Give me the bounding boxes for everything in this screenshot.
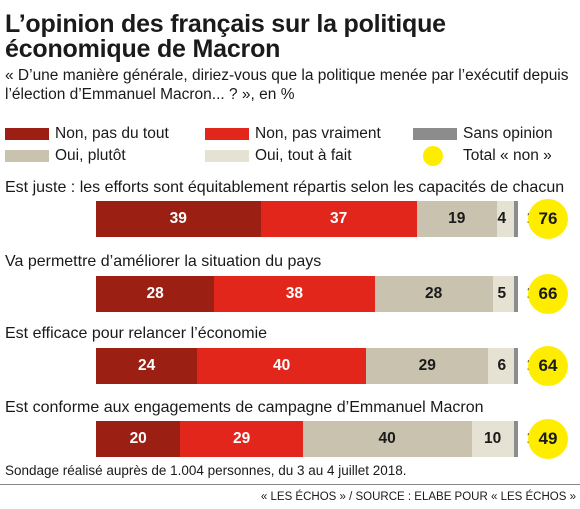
total-non-badge: 49 (528, 419, 568, 459)
legend: Non, pas du tout Non, pas vraiment Sans … (5, 124, 580, 166)
bar-segment (513, 421, 518, 457)
question-label-1: Est juste : les efforts sont équitableme… (5, 179, 565, 196)
bar-value-label: 20 (129, 430, 147, 447)
bar-segment (513, 201, 518, 237)
legend-label: Total « non » (463, 147, 552, 164)
total-non-badge: 76 (528, 199, 568, 239)
bar-segment: 37 (260, 201, 417, 237)
bar-row-4: 20294010149 (96, 419, 580, 459)
bar-value-label: 29 (418, 357, 436, 374)
legend-label: Non, pas vraiment (255, 125, 381, 142)
total-non-badge: 64 (528, 346, 568, 386)
bar-segment (492, 276, 514, 312)
total-non-badge: 66 (528, 274, 568, 314)
bar-value-label: 38 (285, 285, 303, 302)
bar-segment (496, 201, 514, 237)
bar-segment (513, 348, 518, 384)
bar-segment: 40 (302, 421, 472, 457)
bar-value-label: 4 (497, 210, 507, 227)
bar-value-label: 6 (497, 357, 507, 374)
bar-segment: 29 (366, 348, 489, 384)
bar-segment (513, 276, 518, 312)
question-label-3: Est efficace pour relancer l’économie (5, 325, 268, 342)
question-label-2: Va permettre d’améliorer la situation du… (5, 253, 322, 270)
legend-swatch (413, 128, 457, 140)
bar-segment: 28 (96, 276, 215, 312)
legend-swatch (205, 128, 249, 140)
bar-segment: 38 (214, 276, 375, 312)
bar-segment: 24 (96, 348, 198, 384)
legend-swatch (205, 150, 249, 162)
bar-segment (488, 348, 514, 384)
chart-title: L’opinion des français sur la politique … (5, 10, 446, 63)
bar-segment: 40 (197, 348, 367, 384)
legend-dot (423, 146, 443, 166)
divider (0, 484, 580, 485)
bar-row-3: 2440296164 (96, 346, 580, 386)
bar-row-1: 3937194176 (96, 199, 580, 239)
legend-swatch (5, 128, 49, 140)
question-label-4: Est conforme aux engagements de campagne… (5, 399, 484, 416)
bar-value-label: 40 (273, 357, 291, 374)
source-credit: « LES ÉCHOS » / SOURCE : ELABE POUR « LE… (260, 491, 576, 503)
footnote: Sondage réalisé auprès de 1.004 personne… (5, 463, 407, 478)
bar-value-label: 24 (138, 357, 156, 374)
bar-value-label: 10 (484, 430, 502, 447)
legend-swatch (5, 150, 49, 162)
bar-value-label: 28 (424, 285, 443, 302)
bar-segment: 39 (96, 201, 261, 237)
legend-label: Oui, tout à fait (255, 147, 352, 164)
bar-value-label: 39 (169, 210, 187, 227)
bar-segment: 19 (416, 201, 497, 237)
bar-value-label: 28 (146, 285, 164, 302)
bar-segment: 10 (471, 421, 514, 457)
legend-label: Sans opinion (463, 125, 553, 142)
bar-value-label: 40 (378, 430, 396, 447)
bar-value-label: 29 (232, 430, 251, 447)
bar-value-label: 37 (330, 210, 348, 227)
bar-row-2: 2838285166 (96, 274, 580, 314)
bar-value-label: 5 (497, 285, 507, 302)
bar-segment: 28 (374, 276, 493, 312)
chart-subtitle: « D’une manière générale, diriez-vous qu… (5, 67, 569, 103)
legend-label: Oui, plutôt (55, 147, 126, 164)
bar-segment: 20 (96, 421, 181, 457)
legend-label: Non, pas du tout (55, 125, 169, 142)
bar-segment: 29 (180, 421, 303, 457)
bar-value-label: 19 (448, 210, 466, 227)
